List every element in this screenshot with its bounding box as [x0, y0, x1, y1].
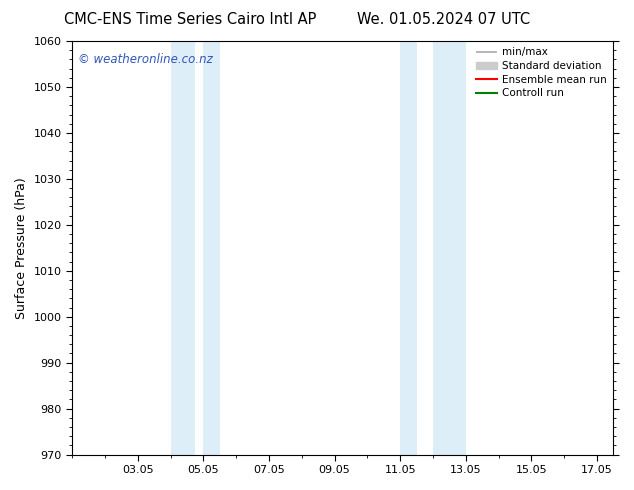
Y-axis label: Surface Pressure (hPa): Surface Pressure (hPa) [15, 177, 28, 318]
Bar [400, 41, 417, 455]
Bar [171, 41, 195, 455]
Text: © weatheronline.co.nz: © weatheronline.co.nz [77, 53, 212, 67]
Bar [433, 41, 466, 455]
Text: CMC-ENS Time Series Cairo Intl AP: CMC-ENS Time Series Cairo Intl AP [64, 12, 316, 27]
Legend: min/max, Standard deviation, Ensemble mean run, Controll run: min/max, Standard deviation, Ensemble me… [473, 44, 611, 101]
Bar [204, 41, 220, 455]
Text: We. 01.05.2024 07 UTC: We. 01.05.2024 07 UTC [357, 12, 531, 27]
